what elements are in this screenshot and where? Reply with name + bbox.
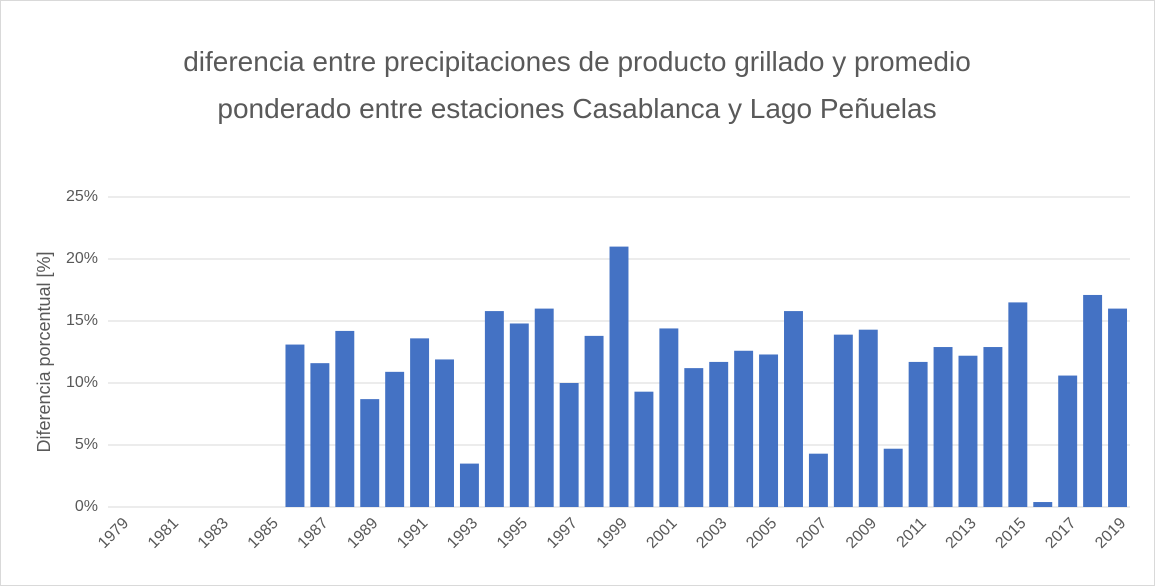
bar: [285, 344, 305, 507]
bar: [484, 311, 504, 507]
bar: [534, 308, 554, 507]
bar: [659, 328, 679, 507]
bar: [584, 335, 604, 507]
bar: [1058, 375, 1078, 507]
bar: [360, 399, 380, 507]
y-tick-label: 5%: [75, 436, 98, 453]
y-tick-label: 15%: [66, 312, 98, 329]
bar: [1033, 502, 1053, 507]
y-tick-label: 25%: [66, 188, 98, 205]
bar: [435, 359, 454, 507]
bar: [784, 311, 803, 507]
bar: [684, 368, 704, 507]
bar: [858, 329, 878, 507]
bar: [335, 330, 355, 507]
bar: [634, 391, 654, 507]
bar: [1008, 302, 1028, 507]
chart-title: diferencia entre precipitaciones de prod…: [183, 46, 971, 124]
y-tick-label: 0%: [75, 498, 98, 515]
bar: [609, 246, 629, 507]
y-tick-label: 20%: [66, 250, 98, 267]
bar: [410, 338, 430, 507]
bar: [933, 347, 953, 507]
bar: [883, 448, 903, 507]
bar: [833, 334, 853, 507]
bar: [958, 355, 978, 507]
bar: [1108, 308, 1128, 507]
y-tick-label: 10%: [66, 374, 98, 391]
bar: [310, 363, 330, 507]
bar: [734, 350, 754, 507]
bar: [385, 371, 405, 507]
bar: [509, 323, 529, 507]
bar: [808, 453, 828, 507]
bar: [983, 347, 1003, 507]
bar: [459, 463, 479, 507]
bar: [1083, 294, 1103, 507]
bar: [908, 361, 928, 507]
bar: [759, 354, 779, 507]
y-axis-title: Diferencia porcentual [%]: [34, 251, 54, 452]
bar: [709, 361, 729, 507]
bar: [559, 383, 579, 507]
